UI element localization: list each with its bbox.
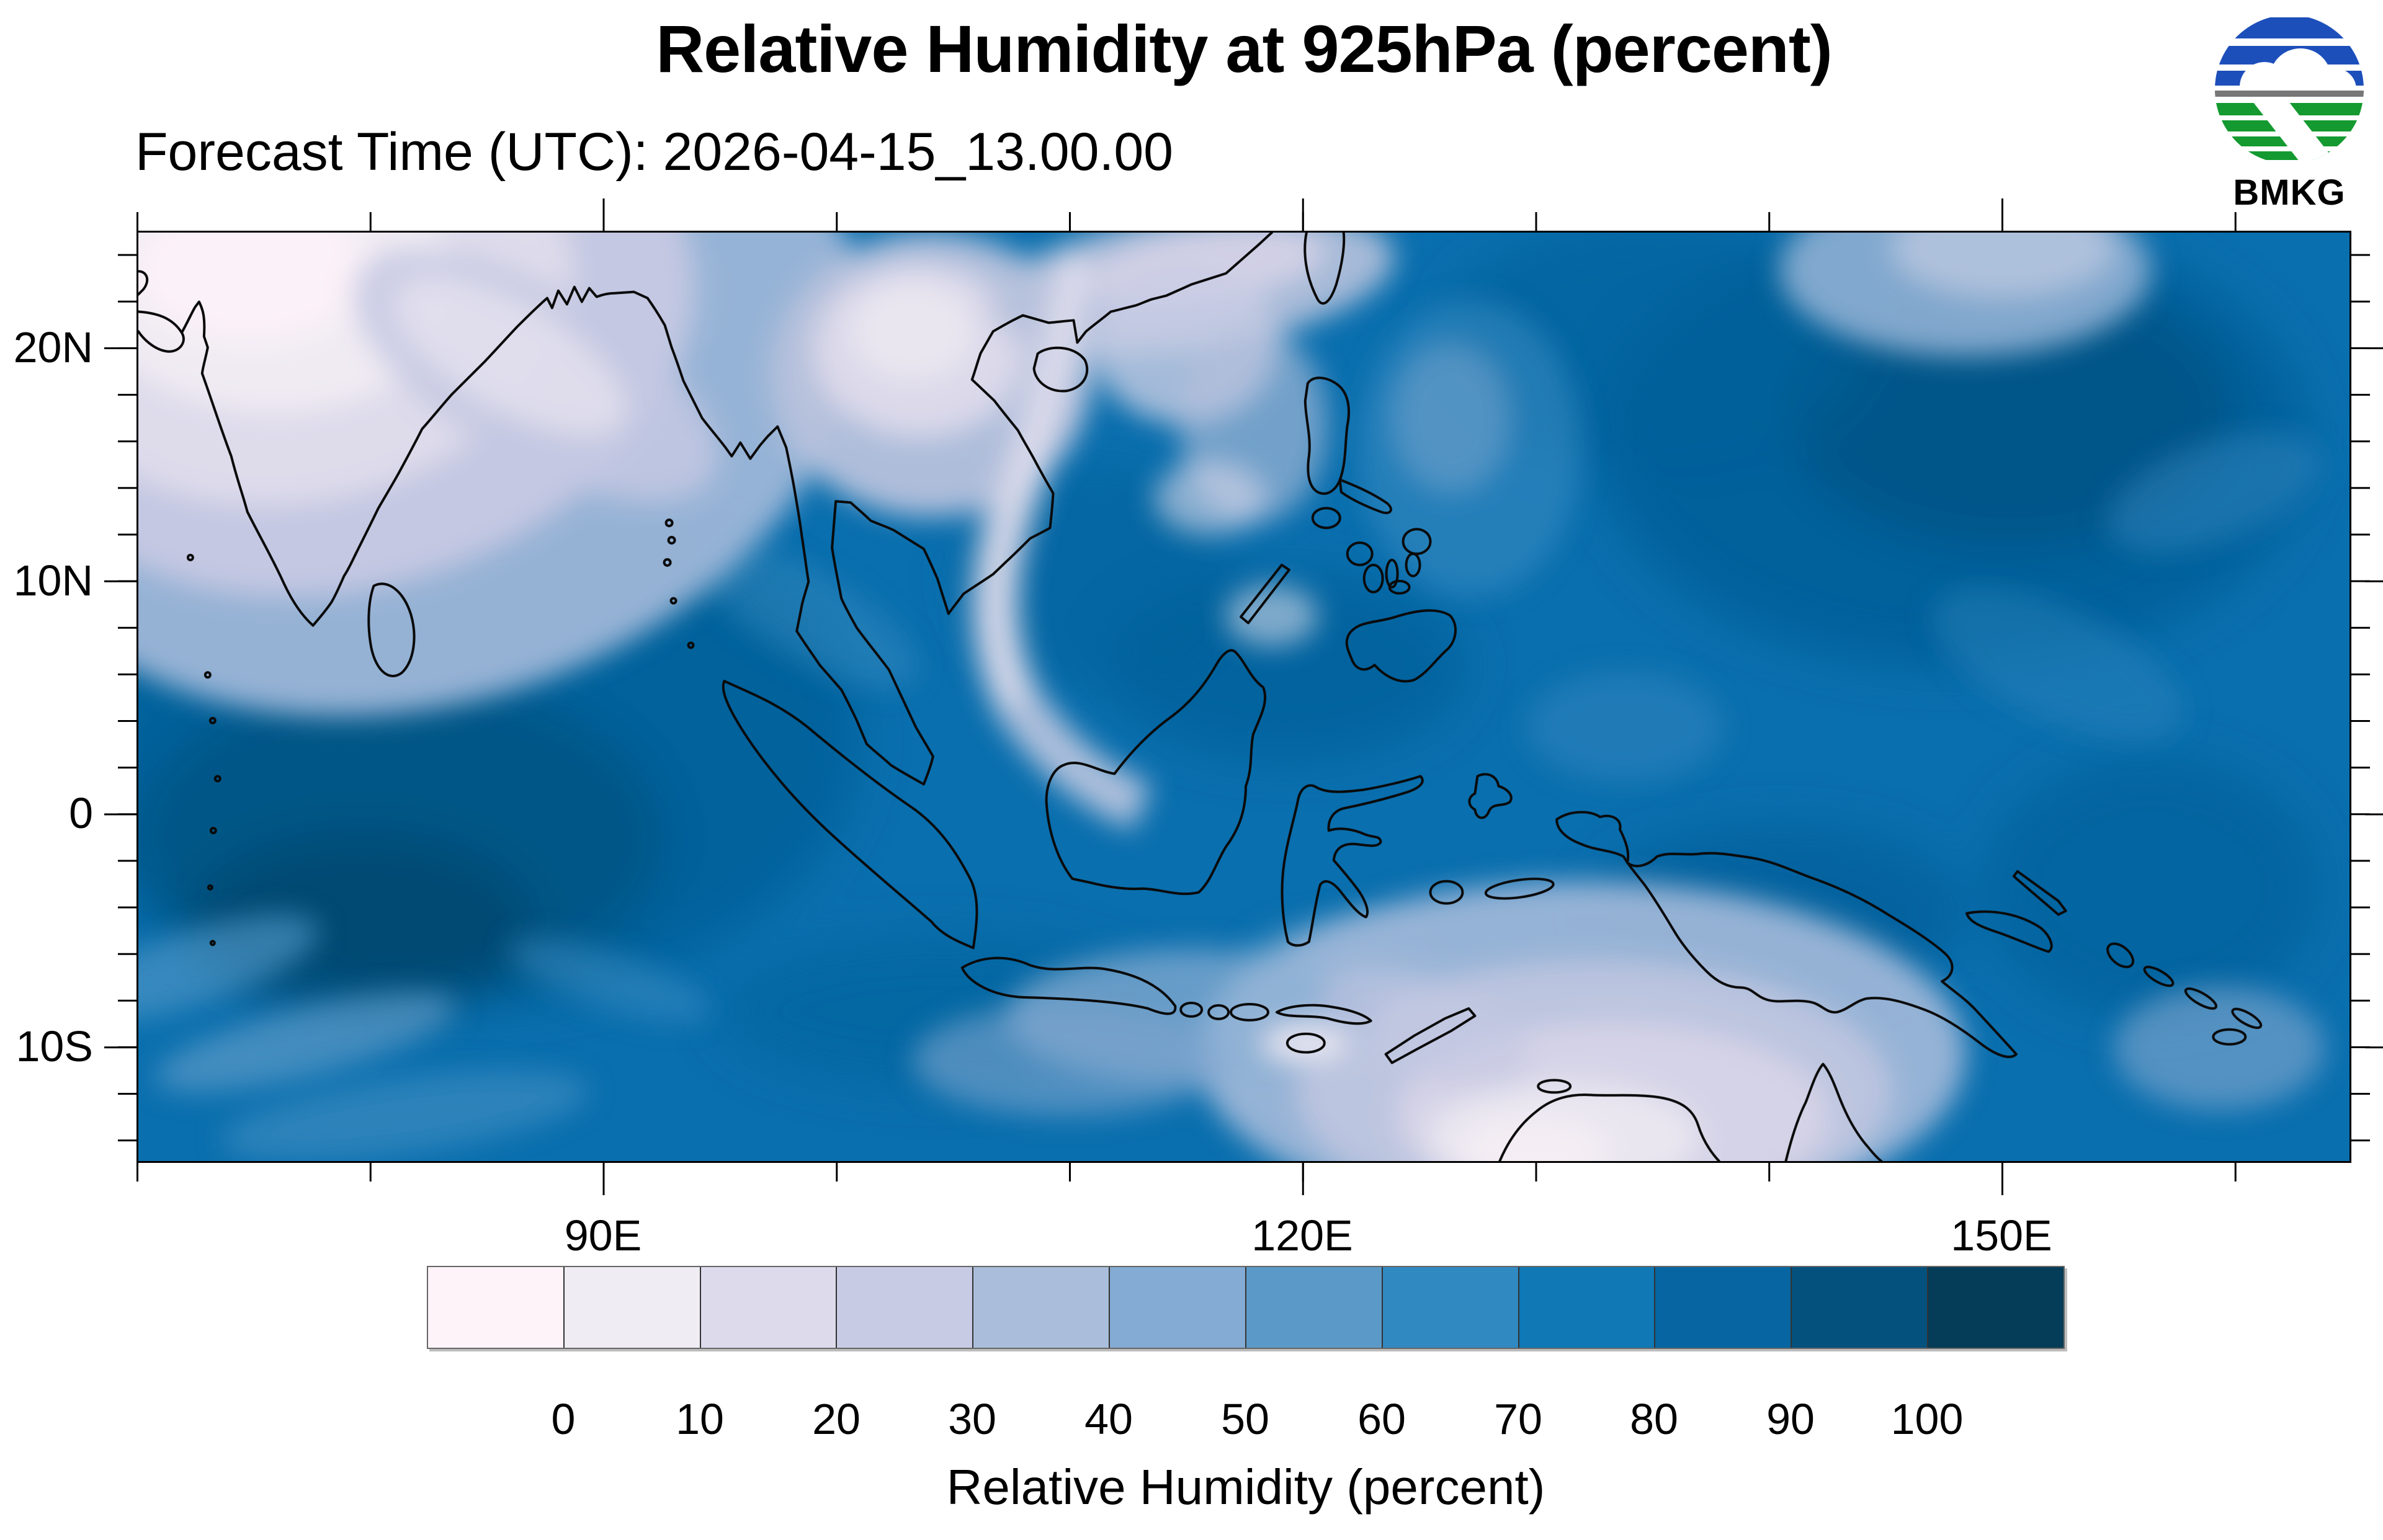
colorbar-cell [1655,1267,1792,1348]
coast-arnhem [1498,1093,1720,1161]
coast-santa-isabel [2184,987,2218,1010]
coast-capeyork [1784,1062,1883,1161]
colorbar-cell [837,1267,974,1348]
colorbar-cell [1382,1267,1519,1348]
y-tick-label-10s: 10S [16,1022,93,1070]
coast-halmahera [1468,773,1513,819]
colorbar-tick-20: 20 [812,1395,861,1443]
low-humidity-regions [138,233,2325,1161]
colorbar-tick-80: 80 [1630,1395,1678,1443]
x-axis-minor-ticks-top [136,212,2351,231]
coast-seram [1484,877,1555,900]
humidity-map [138,233,2349,1161]
colorbar-tick-0: 0 [551,1395,576,1443]
colorbar-label: Relative Humidity (percent) [946,1459,1545,1515]
coast-mindanao [1345,609,1457,683]
x-tick-label-90e: 90E [564,1211,642,1260]
y-tick-label-20n: 20N [13,323,93,372]
colorbar-tick-100: 100 [1890,1395,1964,1443]
x-axis-major-ticks-bottom [136,1163,2351,1195]
coast-newireland [2012,870,2067,916]
coast-taiwan [1303,233,1346,305]
colorbar-cell [428,1267,565,1348]
coast-lombok [1207,1004,1230,1020]
coast-negros [1362,563,1384,594]
colorbar-tick-10: 10 [676,1395,724,1443]
y-tick-label-10n: 10N [13,556,93,605]
coast-samar [1402,528,1432,555]
colorbar-tick-90: 90 [1766,1395,1815,1443]
coast-cebu [1385,558,1399,589]
bmkg-logo-icon [2215,15,2364,164]
colorbar [427,1266,2065,1349]
colorbar-cell [973,1267,1111,1348]
colorbar-tick-50: 50 [1221,1395,1269,1443]
colorbar-cell [700,1267,838,1348]
colorbar-tick-70: 70 [1494,1395,1542,1443]
colorbar-cell [1246,1267,1383,1348]
x-tick-label-150e: 150E [1951,1211,2052,1260]
y-axis-major-ticks-right [2365,231,2383,1163]
colorbar-cell [564,1267,701,1348]
y-tick-label-0: 0 [69,789,93,837]
coast-guadalcanal [2212,1028,2247,1046]
coast-mindoro [1311,507,1341,530]
y-axis-minor-ticks-left [118,231,136,1163]
coast-sumatra [722,680,978,950]
coast-java [960,956,1177,1015]
coast-buru [1429,879,1464,905]
coast-leyte [1405,552,1421,577]
bmkg-logo: BMKG [2209,14,2370,213]
coast-maldives-chain [186,553,221,946]
colorbar-tick-40: 40 [1084,1395,1133,1443]
coast-borneo [1045,649,1267,896]
colorbar-cell [1792,1267,1929,1348]
coast-srilanka [367,582,416,677]
coast-sumba [1285,1032,1326,1054]
page-title: Relative Humidity at 925hPa (percent) [656,11,1833,86]
colorbar-cell [1928,1267,2063,1348]
y-axis-major-ticks-left [104,231,136,1163]
coast-palawan [1240,563,1290,625]
coast-sumbawa [1230,1003,1269,1021]
x-axis-major-ticks-top [136,198,2351,231]
y-axis-minor-ticks-right [2351,231,2370,1163]
forecast-time-label: Forecast Time (UTC): 2026-04-15_13.00.00 [135,122,1174,182]
colorbar-cell [1110,1267,1246,1348]
coast-sulawesi [1281,775,1424,947]
coast-luzon [1303,376,1350,495]
coast-choiseul [2143,966,2175,987]
coast-kutch [138,270,148,296]
humidity-map-panel [136,231,2351,1163]
coast-tiwi [1537,1079,1572,1094]
x-axis-minor-ticks-bottom [136,1163,2351,1182]
coast-flores [1275,1004,1372,1025]
coast-bicol [1338,478,1392,514]
coast-bohol [1388,579,1411,595]
x-tick-label-120e: 120E [1251,1211,1353,1260]
coast-timor [1384,1007,1477,1064]
coast-malaita [2231,1007,2263,1030]
colorbar-cell [1519,1267,1656,1348]
coast-andaman-islands [663,519,695,649]
coast-bali [1179,1002,1204,1018]
coast-asia-mainland [138,233,1273,786]
coast-panay [1346,541,1374,566]
coast-bougainville [2106,942,2135,969]
bmkg-label: BMKG [2233,172,2346,213]
coastlines [138,233,2263,1161]
colorbar-tick-60: 60 [1357,1395,1406,1443]
coast-hainan [1032,346,1089,393]
coast-newbritain [1965,910,2053,953]
colorbar-tick-30: 30 [948,1395,996,1443]
coast-newguinea [1555,811,2018,1058]
